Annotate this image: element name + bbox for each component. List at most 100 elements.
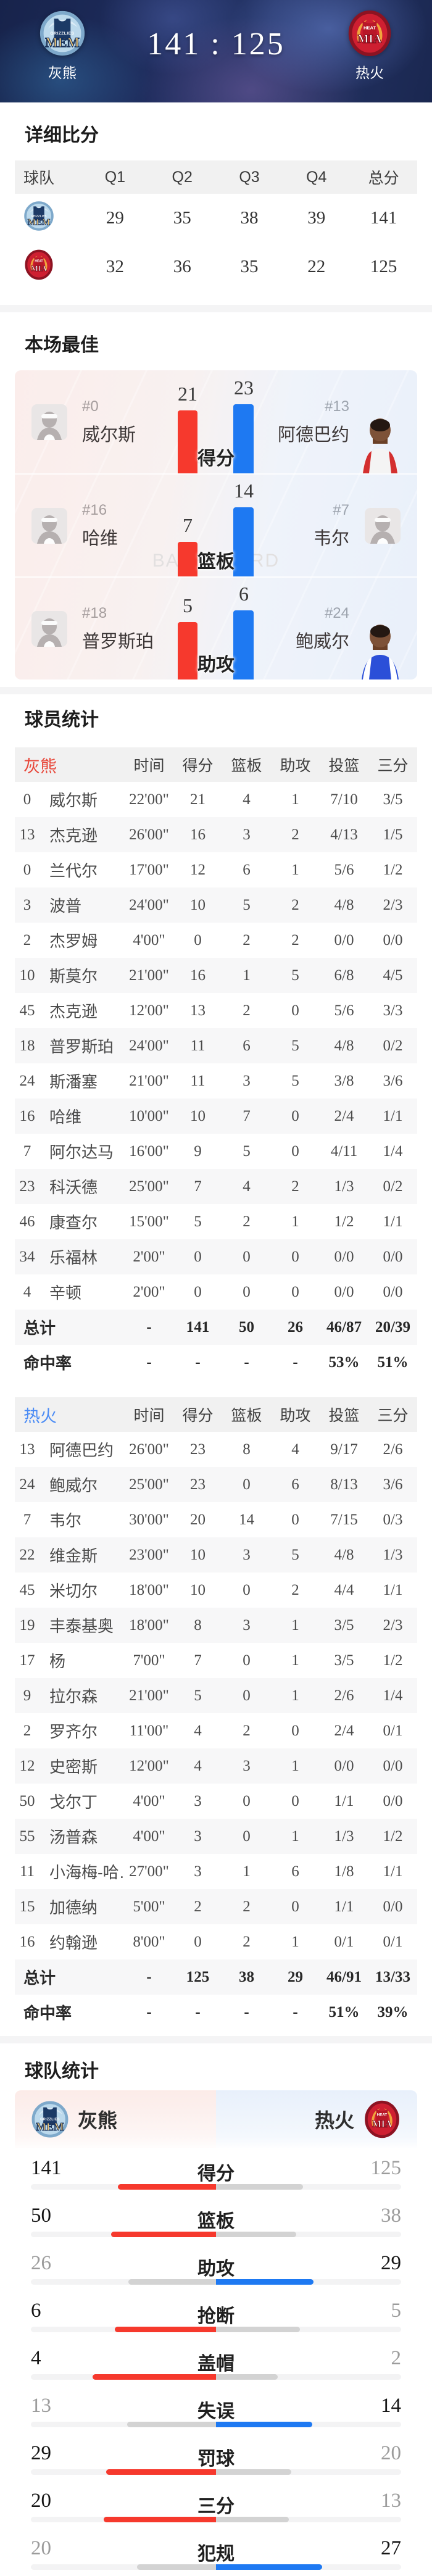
- summary-label: 总计: [23, 1319, 56, 1337]
- team-stat-row: 6 抢断 5: [15, 2291, 417, 2338]
- player-stat-value: 6: [243, 861, 251, 878]
- player-stat-value: 0: [291, 1722, 299, 1739]
- box-score-col-header: 总分: [368, 170, 399, 187]
- box-score-row: 29 35 38 39 141: [15, 194, 417, 243]
- player-stat-value: 4: [291, 1440, 299, 1458]
- player-row: 16 约翰逊 8'00" 0 2 1 0/1 0/1: [15, 1924, 417, 1959]
- box-score-table: 球队 Q1 Q2 Q3 Q4 总分 29 35 38 39 141 32 36 35 22 125: [15, 160, 417, 305]
- player-stat-value: 7/15: [330, 1511, 358, 1528]
- player-stat-value: 1/3: [334, 1827, 354, 1845]
- player-name: 米切尔: [49, 1582, 98, 1600]
- away-bar-fill: [216, 2517, 289, 2522]
- home-stat-value: 5: [183, 594, 193, 617]
- player-row: 2 罗齐尔 11'00" 4 2 0 2/4 0/1: [15, 1713, 417, 1748]
- away-stat-value: 14: [234, 480, 254, 502]
- player-stat-value: 5: [194, 1213, 202, 1230]
- player-stat-value: 7: [243, 1107, 251, 1124]
- player-stat-value: 1: [291, 1616, 299, 1634]
- player-stat-value: 1/1: [383, 1107, 403, 1124]
- player-name: 阿尔达马: [49, 1143, 114, 1161]
- player-stat-value: 21'00": [129, 966, 169, 984]
- player-row: 45 米切尔 18'00" 10 0 2 4/4 1/1: [15, 1573, 417, 1608]
- home-stat-bar: [178, 542, 197, 576]
- player-stat-value: 2/4: [334, 1107, 354, 1124]
- team-stat-row: 20 三分 13: [15, 2481, 417, 2528]
- box-score-value: 125: [370, 257, 397, 276]
- player-stat-value: 5: [291, 1072, 299, 1089]
- player-stat-value: 2/6: [334, 1687, 354, 1704]
- player-stat-value: 0/1: [383, 1722, 403, 1739]
- player-name: 斯莫尔: [49, 967, 98, 986]
- player-table-col-header: 时间: [133, 757, 165, 775]
- player-number: 2: [23, 931, 31, 949]
- team-stat-row: 50 篮板 38: [15, 2196, 417, 2243]
- player-number: 2: [23, 1722, 31, 1739]
- player-table-team-label: 灰熊: [23, 757, 57, 776]
- player-stat-value: 1/1: [383, 1581, 403, 1598]
- player-number: 13: [19, 1440, 35, 1458]
- player-stat-value: 4/8: [334, 1037, 354, 1054]
- box-score-value: 35: [240, 257, 259, 276]
- player-stat-value: 18'00": [129, 1581, 169, 1598]
- player-stat-value: 5: [291, 1546, 299, 1563]
- player-table-col-header: 三分: [377, 1407, 409, 1424]
- away-bar-fill: [216, 2232, 296, 2237]
- player-row: 45 杰克逊 12'00" 13 2 0 5/6 3/3: [15, 993, 417, 1028]
- player-stat-value: 24'00": [129, 896, 169, 913]
- player-stat-value: 21'00": [129, 1072, 169, 1089]
- player-stat-value: 3/3: [383, 1002, 403, 1019]
- team-stats-header: 灰熊 热火: [15, 2090, 417, 2148]
- section-divider: [0, 305, 432, 312]
- stat-label: 盖帽: [197, 2354, 235, 2374]
- player-stat-value: 4'00": [133, 1792, 165, 1809]
- section-title-best: 本场最佳: [25, 335, 99, 355]
- player-number: 50: [19, 1792, 35, 1809]
- player-row: 9 拉尔森 21'00" 5 0 1 2/6 1/4: [15, 1678, 417, 1713]
- player-stat-value: 2: [243, 1213, 251, 1230]
- home-value: 50: [31, 2204, 51, 2227]
- player-table-header-row: 热火 时间 得分 篮板 助攻 投篮 三分: [15, 1397, 417, 1432]
- home-bar-fill: [104, 2517, 216, 2522]
- player-name: 普罗斯珀: [49, 1037, 114, 1056]
- home-bar-fill: [110, 2232, 216, 2237]
- player-row: 4 辛顿 2'00" 0 0 0 0/0 0/0: [15, 1274, 417, 1310]
- player-number: 19: [19, 1616, 35, 1634]
- player-stat-value: 6: [291, 1476, 299, 1493]
- player-stat-value: 16: [190, 826, 206, 843]
- player-row: 13 杰克逊 26'00" 16 3 2 4/13 1/5: [15, 817, 417, 852]
- player-number: 0: [23, 791, 31, 808]
- player-avatar: [31, 507, 68, 544]
- player-name: 丰泰基奥: [49, 1617, 114, 1635]
- player-number: 7: [23, 1511, 31, 1528]
- player-stat-value: 0/0: [383, 1898, 403, 1915]
- player-table-col-header: 时间: [133, 1407, 165, 1424]
- summary-value: -: [244, 2003, 249, 2021]
- player-stat-value: 0: [243, 1581, 251, 1598]
- summary-value: -: [146, 1318, 152, 1336]
- sum-pct: 命中率 - - - - 51% 39%: [15, 1995, 417, 2030]
- box-score-col-header: Q3: [239, 168, 260, 186]
- player-stat-value: 0/0: [383, 1757, 403, 1774]
- final-score: 141 : 125: [147, 27, 285, 62]
- player-number: 23: [19, 1178, 35, 1195]
- box-score-value: 39: [307, 208, 326, 228]
- player-stat-value: 30'00": [129, 1511, 169, 1528]
- player-row: 10 斯莫尔 21'00" 16 1 5 6/8 4/5: [15, 958, 417, 993]
- section-title-players: 球员统计: [25, 710, 99, 730]
- stat-bar-track: [31, 2374, 401, 2380]
- player-stat-value: 25'00": [129, 1476, 169, 1493]
- player-stat-value: 0/1: [334, 1933, 354, 1950]
- player-stat-value: 0: [243, 1476, 251, 1493]
- away-value: 13: [381, 2490, 401, 2512]
- player-stat-value: 0: [243, 1827, 251, 1845]
- stat-bar-track: [31, 2422, 401, 2427]
- stat-label: 助攻: [197, 655, 235, 675]
- away-bar-fill: [216, 2184, 303, 2190]
- player-number: 24: [19, 1072, 35, 1089]
- player-row: 34 乐福林 2'00" 0 0 0 0/0 0/0: [15, 1239, 417, 1274]
- box-score-col-header: Q1: [104, 168, 126, 186]
- player-info: #18 普罗斯珀: [82, 605, 154, 653]
- player-stat-value: 2: [243, 1898, 251, 1915]
- player-stat-value: 9: [194, 1142, 202, 1160]
- stat-label: 助攻: [197, 2259, 235, 2279]
